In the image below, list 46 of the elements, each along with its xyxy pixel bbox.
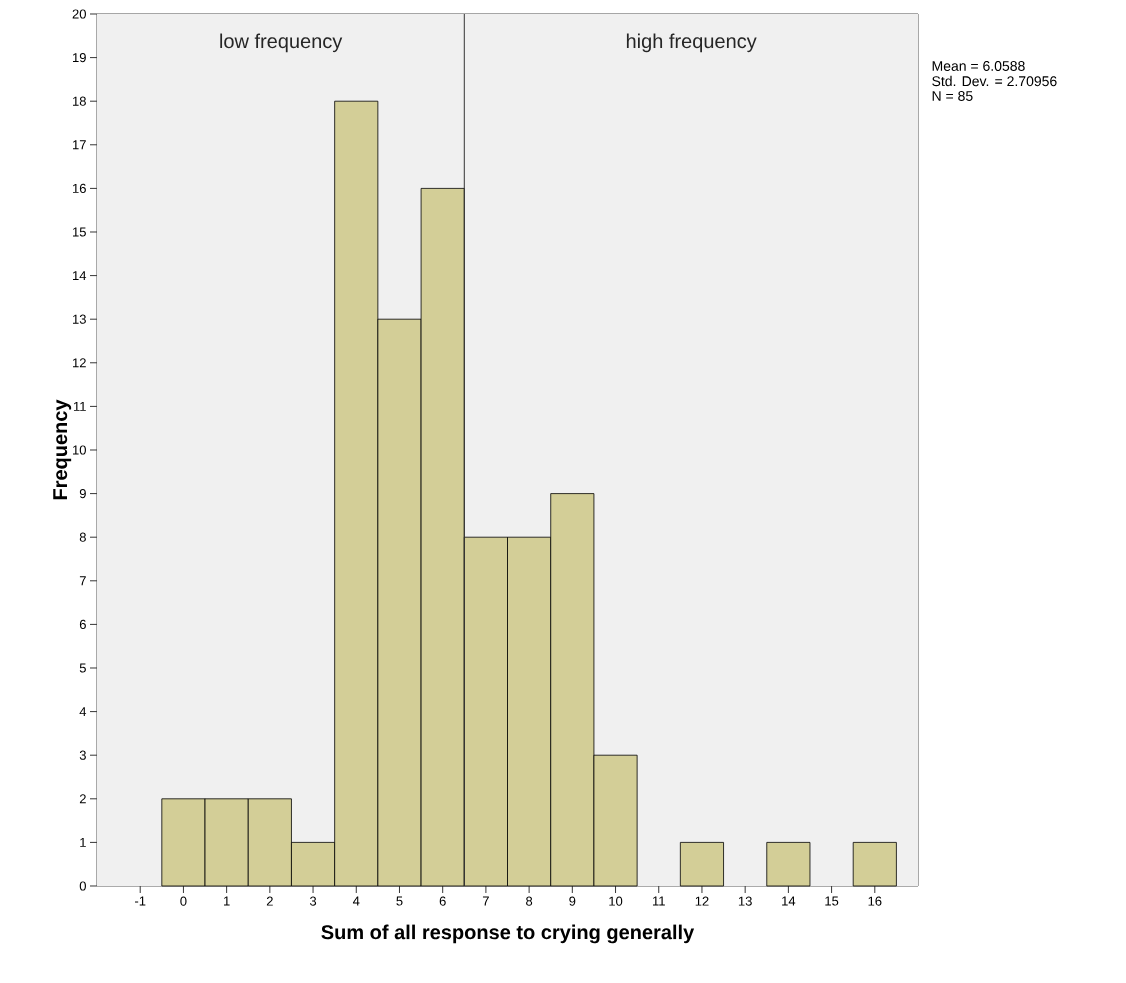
y-tick-label: 11 <box>73 401 86 411</box>
y-tick-label: 9 <box>79 488 86 499</box>
x-tick-label: 9 <box>569 896 576 906</box>
x-tick-label: 5 <box>396 896 403 906</box>
y-axis-title: Frequency <box>53 399 72 500</box>
text: Std. Dev. = 2.70956 <box>932 75 1057 87</box>
y-tick-label: 3 <box>79 750 86 760</box>
x-tick-label: 14 <box>782 896 796 906</box>
y-tick-label: 17 <box>73 140 86 150</box>
y-tick-label: 18 <box>73 96 86 106</box>
y-tick-label: 7 <box>79 576 86 586</box>
x-tick-label: 7 <box>482 896 489 906</box>
x-tick-label: 15 <box>825 896 839 906</box>
band-label: high frequency <box>626 33 757 53</box>
text: N = 85 <box>932 91 973 101</box>
x-axis-title: Sum of all response to crying generally <box>321 924 695 944</box>
x-tick-label: 3 <box>309 896 317 906</box>
x-tick-label: 16 <box>868 896 882 906</box>
y-tick-label: 6 <box>79 619 86 629</box>
x-tick-label: 12 <box>695 896 709 906</box>
y-tick-label: 13 <box>73 314 86 324</box>
y-tick-label: 4 <box>79 707 87 717</box>
band-label: low frequency <box>220 33 343 53</box>
y-tick-label: 20 <box>72 9 86 19</box>
text: Mean = 6.0588 <box>932 61 1025 71</box>
x-tick-label: 11 <box>652 896 665 906</box>
x-tick-label: 1 <box>224 896 230 906</box>
x-tick-label: 8 <box>526 896 533 906</box>
x-tick-label: 4 <box>352 896 360 906</box>
y-tick-label: 5 <box>79 663 86 673</box>
y-tick-label: 19 <box>73 52 86 63</box>
x-tick-label: -1 <box>135 896 146 906</box>
x-tick-label: 6 <box>439 896 446 906</box>
y-tick-label: 16 <box>73 183 86 193</box>
y-tick-label: 14 <box>73 271 87 281</box>
y-tick-label: 0 <box>79 881 86 891</box>
y-tick-label: 1 <box>80 837 86 847</box>
y-tick-label: 8 <box>79 532 86 542</box>
y-tick-label: 2 <box>79 794 86 804</box>
x-tick-label: 2 <box>266 896 273 906</box>
x-tick-label: 13 <box>738 896 752 906</box>
x-tick-label: 0 <box>180 896 187 906</box>
x-tick-label: 10 <box>609 896 623 906</box>
y-tick-label: 12 <box>73 358 86 368</box>
y-tick-label: 10 <box>73 445 86 455</box>
y-tick-label: 15 <box>73 227 86 237</box>
